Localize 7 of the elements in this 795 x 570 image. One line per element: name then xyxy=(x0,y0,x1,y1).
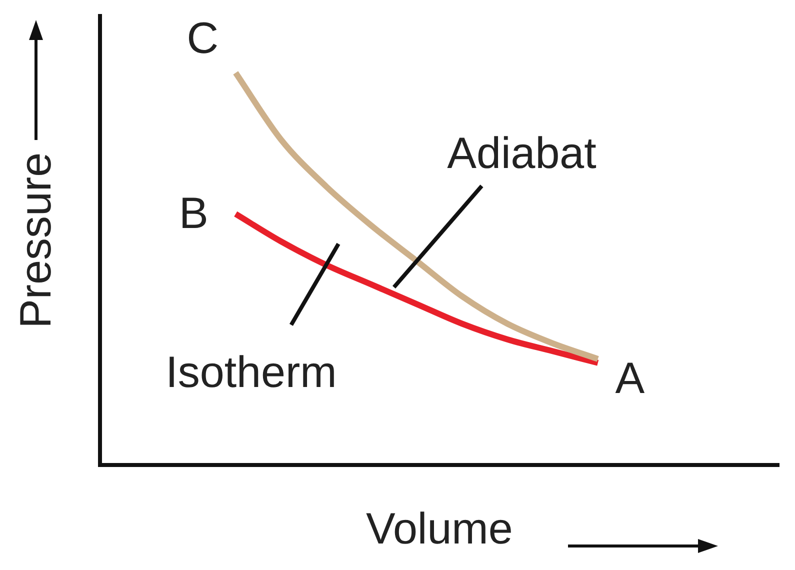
series-label: Isotherm xyxy=(166,348,337,398)
text: C xyxy=(186,14,219,63)
x-axis-title: Volume xyxy=(366,504,513,554)
series-label: Adiabat xyxy=(447,129,596,178)
annotation: A xyxy=(615,354,646,404)
annotation: B xyxy=(178,189,208,238)
y-axis-title: Pressure xyxy=(12,152,61,328)
